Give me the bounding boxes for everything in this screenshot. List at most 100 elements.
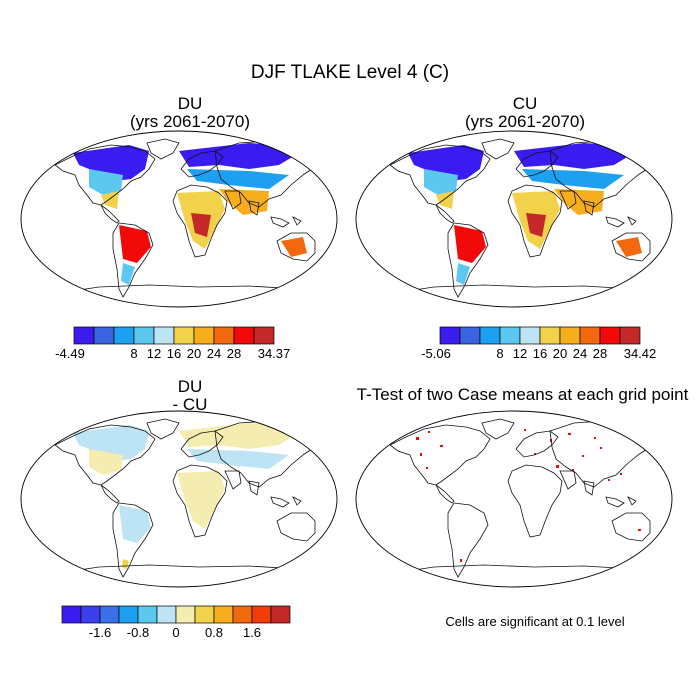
du-bar-box — [193, 326, 215, 345]
cu-bar-box — [559, 326, 581, 345]
cu-australia-field — [616, 237, 642, 257]
cu-na-cool-field — [424, 169, 458, 195]
cu-title-line1: CU — [512, 94, 538, 113]
du-bar-box — [153, 326, 175, 345]
cu-map-background — [356, 131, 672, 307]
du-sa-south-field — [121, 263, 135, 285]
ttest-panel-title: T-Test of two Case means at each grid po… — [345, 386, 700, 404]
du-asia-warm-field — [219, 189, 269, 215]
du-bar-box — [73, 326, 95, 345]
du-map-background — [21, 131, 337, 307]
du-bar-label: 28 — [227, 346, 241, 361]
diff-bar-box — [175, 605, 196, 624]
du-australia-field — [281, 237, 307, 257]
cu-bar-label: 34.42 — [624, 346, 657, 361]
du-bar-label: -4.49 — [55, 346, 85, 361]
diff-bar-box — [251, 605, 272, 624]
diff-bar-box — [99, 605, 120, 624]
diff-bar-box — [80, 605, 101, 624]
du-bar-box — [93, 326, 115, 345]
ttest-title-line1: T-Test of two Case means at each grid po… — [356, 385, 689, 404]
cu-colorbar: -5.06 8 12 16 20 24 28 34.42 — [421, 326, 657, 361]
cu-bar-box — [539, 326, 561, 345]
du-map — [20, 130, 338, 308]
ttest-map — [355, 410, 673, 588]
cu-bar-label: 20 — [553, 346, 567, 361]
du-title-line2: (yrs 2061-2070) — [129, 112, 250, 131]
diff-africa-field — [177, 471, 225, 529]
du-bar-label: 16 — [167, 346, 181, 361]
diff-na-field — [73, 425, 149, 461]
cu-na-cold-field — [408, 145, 484, 181]
diff-bar-box — [156, 605, 177, 624]
diff-bar-box — [270, 605, 291, 624]
diff-sa-field — [119, 505, 151, 543]
cu-map — [355, 130, 673, 308]
du-bar-box — [113, 326, 135, 345]
cu-bar-label: 28 — [593, 346, 607, 361]
du-bar-label: 12 — [147, 346, 161, 361]
cu-asia-warm-field — [554, 189, 604, 215]
diff-panel-title: DU - CU — [30, 378, 350, 414]
du-bar-label: 34.37 — [258, 346, 291, 361]
du-title-line1: DU — [177, 94, 203, 113]
diff-eurasia-south-field — [187, 449, 289, 469]
diff-bar-box — [118, 605, 139, 624]
diff-map — [20, 410, 338, 588]
cu-bar-label: 16 — [533, 346, 547, 361]
cu-bar-box — [579, 326, 601, 345]
diff-map-border — [20, 410, 338, 588]
diff-bar-label: -0.8 — [127, 625, 149, 640]
du-na-cool-field — [89, 169, 123, 195]
cu-africa-hot-field — [526, 213, 546, 237]
du-map-border — [20, 130, 338, 308]
diff-bar-box — [194, 605, 215, 624]
cu-bar-box — [499, 326, 521, 345]
diff-bar-label: 0 — [172, 625, 179, 640]
diff-title-line2: - CU — [172, 395, 208, 414]
cu-bar-box — [519, 326, 541, 345]
du-panel-title: DU (yrs 2061-2070) — [30, 95, 350, 131]
cu-sa-hot-field — [454, 225, 486, 263]
cu-sa-south-field — [456, 263, 470, 285]
diff-sa-tip-field — [122, 559, 129, 569]
diff-bar-box — [232, 605, 253, 624]
cu-panel-title: CU (yrs 2061-2070) — [365, 95, 685, 131]
diff-bar-box — [213, 605, 234, 624]
du-bar-box — [133, 326, 155, 345]
du-bar-label: 24 — [207, 346, 221, 361]
ttest-significant-cells — [416, 429, 641, 562]
diff-bar-label: 0.8 — [205, 625, 223, 640]
cu-bar-box — [439, 326, 461, 345]
cu-bar-label: 24 — [573, 346, 587, 361]
diff-na-south-field — [89, 449, 123, 475]
du-bar-box — [253, 326, 275, 345]
cu-bar-label: 12 — [513, 346, 527, 361]
diff-colorbar: -1.6 -0.8 0 0.8 1.6 — [61, 605, 291, 640]
du-bar-box — [233, 326, 255, 345]
du-sa-hot-field — [119, 225, 151, 263]
diff-bar-label: 1.6 — [243, 625, 261, 640]
cu-bar-box — [479, 326, 501, 345]
du-bar-box — [213, 326, 235, 345]
diff-bar-label: -1.6 — [89, 625, 111, 640]
cu-title-line2: (yrs 2061-2070) — [464, 112, 585, 131]
diff-map-background — [21, 411, 337, 587]
du-na-cold-field — [73, 145, 149, 181]
ttest-map-border — [355, 410, 673, 588]
du-africa-hot-field — [191, 213, 211, 237]
du-bar-box — [173, 326, 195, 345]
figure-title: DJF TLAKE Level 4 (C) — [250, 62, 450, 83]
cu-bar-label: -5.06 — [421, 346, 451, 361]
du-eurasia-cool-field — [187, 169, 289, 189]
cu-eurasia-cool-field — [522, 169, 624, 189]
cu-bar-label: 8 — [496, 346, 503, 361]
diff-bar-box — [137, 605, 158, 624]
diff-title-line1: DU — [177, 377, 203, 396]
diff-bar-box — [61, 605, 82, 624]
cu-map-border — [355, 130, 673, 308]
du-bar-label: 20 — [187, 346, 201, 361]
ttest-map-background — [356, 411, 672, 587]
cu-bar-box — [619, 326, 641, 345]
du-bar-label: 8 — [130, 346, 137, 361]
